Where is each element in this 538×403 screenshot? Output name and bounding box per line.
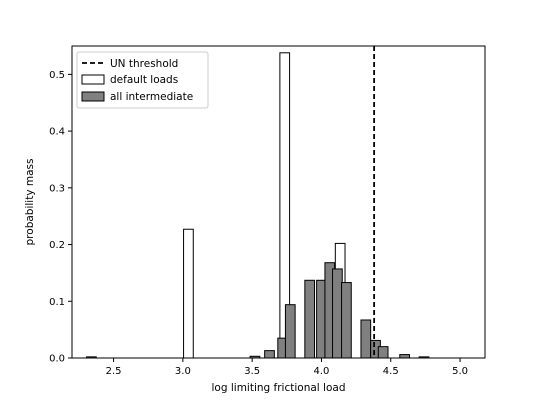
x-tick-label: 2.5 — [106, 366, 122, 377]
legend-swatch-all-intermediate — [81, 91, 105, 102]
intermediate-bar — [304, 279, 316, 359]
y-tick-label: 0.0 — [49, 354, 65, 365]
x-tick-label: 3.5 — [244, 366, 260, 377]
y-axis-label: probability mass — [24, 159, 36, 246]
x-tick-label: 3.0 — [175, 366, 191, 377]
legend-label-all-intermediate: all intermediate — [110, 91, 193, 103]
intermediate-bars — [86, 262, 430, 359]
intermediate-bar — [284, 304, 296, 359]
y-tick-label: 0.1 — [49, 297, 65, 308]
x-tick-label: 5.0 — [452, 366, 468, 377]
intermediate-bar — [341, 282, 352, 359]
y-tick-label: 0.5 — [49, 70, 65, 81]
intermediate-bar — [399, 354, 410, 359]
legend-swatch-default-loads — [81, 74, 105, 85]
legend-label-default-loads: default loads — [110, 74, 178, 86]
legend-label-un-threshold: UN threshold — [110, 58, 178, 70]
y-tick-label: 0.3 — [49, 183, 65, 194]
legend: UN threshold default loads all intermedi… — [76, 51, 209, 109]
y-tick-label: 0.2 — [49, 240, 65, 251]
intermediate-bar — [332, 268, 343, 359]
x-axis-ticks: 2.5 3.0 3.5 4.0 4.5 5.0 — [106, 358, 468, 377]
intermediate-bar — [377, 346, 389, 359]
legend-box — [76, 51, 209, 109]
x-tick-label: 4.5 — [383, 366, 399, 377]
y-axis-ticks: 0.0 0.1 0.2 0.3 0.4 0.5 — [49, 70, 72, 365]
x-tick-label: 4.0 — [314, 366, 330, 377]
default-loads-bar — [183, 228, 194, 359]
x-axis-label: log limiting frictional load — [212, 382, 346, 394]
plot-frame — [71, 45, 486, 359]
intermediate-bar — [360, 319, 372, 359]
intermediate-bar — [264, 350, 275, 359]
y-tick-label: 0.4 — [49, 127, 65, 138]
